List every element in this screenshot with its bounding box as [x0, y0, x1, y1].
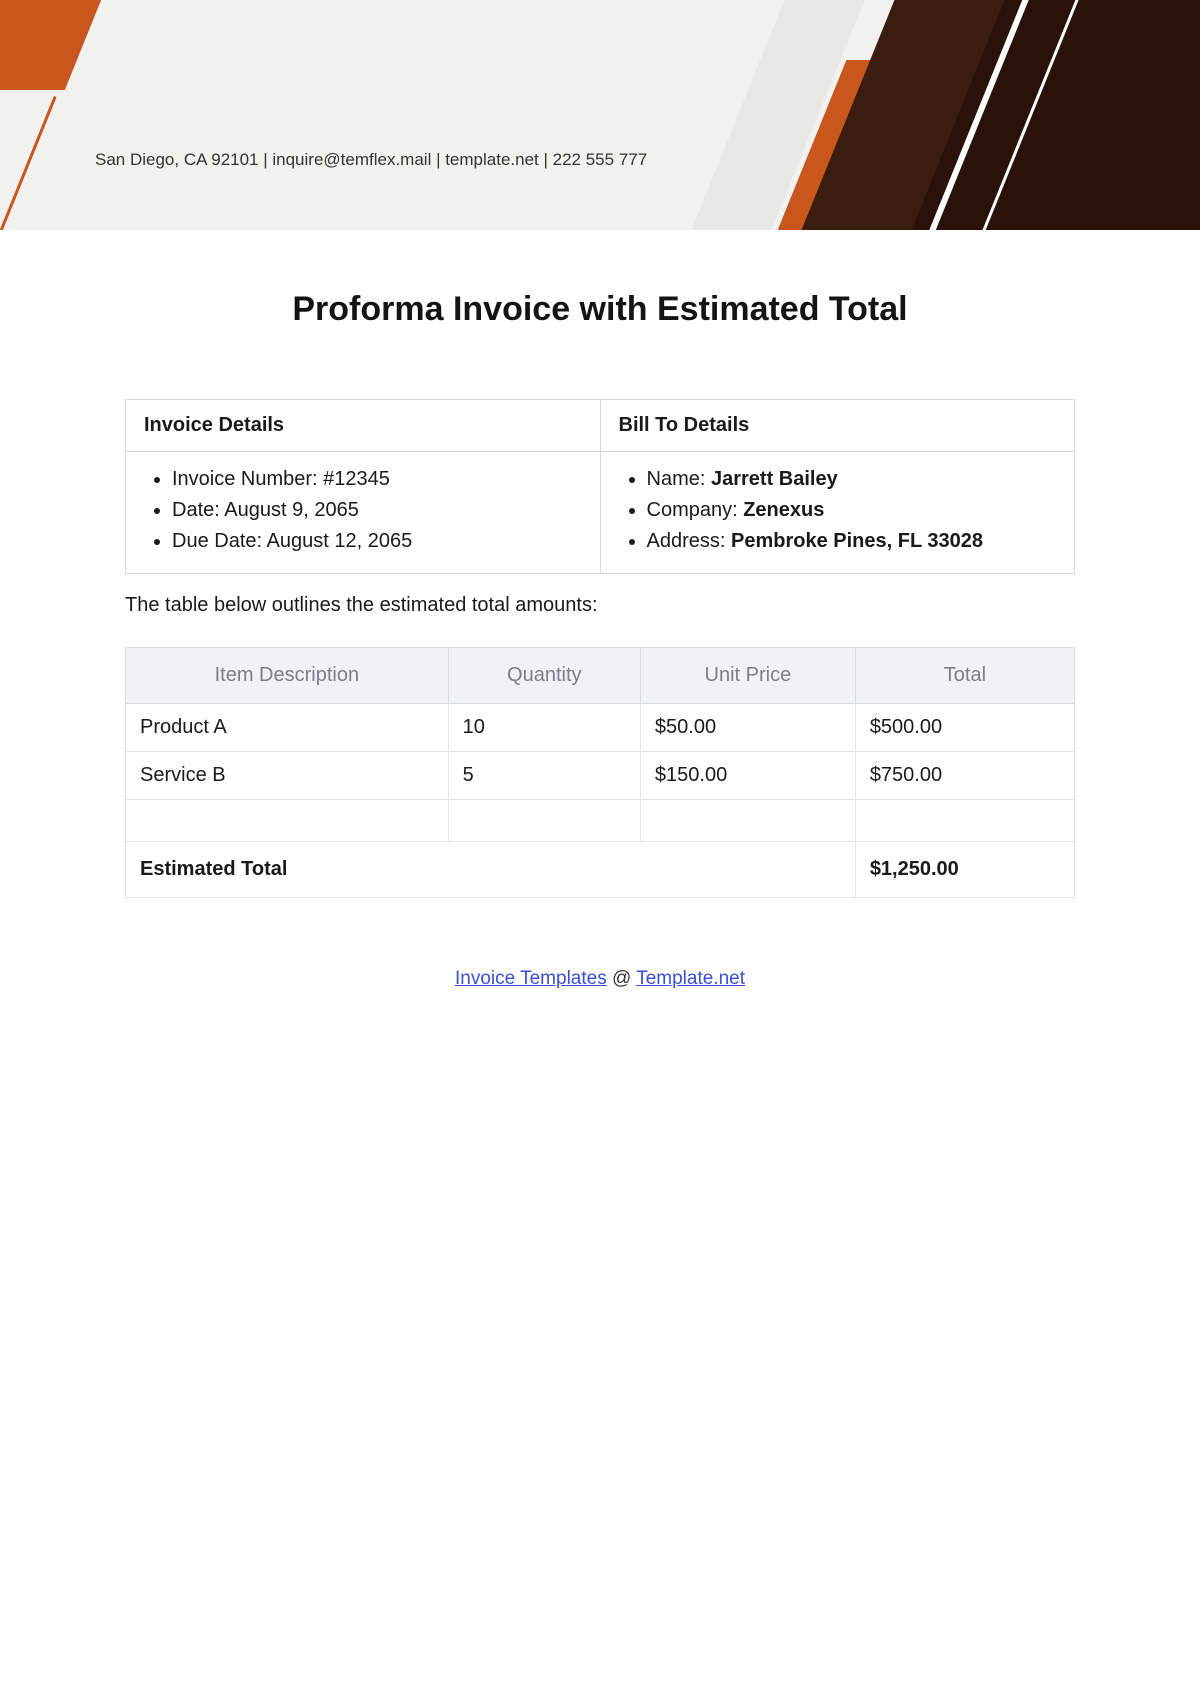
cell-desc: Product A [126, 704, 449, 752]
label: Invoice Number: [172, 468, 323, 490]
value: #12345 [323, 468, 390, 490]
cell-qty: 5 [448, 752, 640, 800]
col-item-description: Item Description [126, 648, 449, 704]
table-row: Service B 5 $150.00 $750.00 [126, 752, 1075, 800]
table-row: Product A 10 $50.00 $500.00 [126, 704, 1075, 752]
bill-to-address: Address: Pembroke Pines, FL 33028 [647, 526, 1047, 557]
cell-total: $500.00 [855, 704, 1074, 752]
cell-unit: $50.00 [640, 704, 855, 752]
label: Company: [647, 499, 744, 521]
header-contact-line: San Diego, CA 92101 | inquire@temflex.ma… [95, 150, 647, 170]
label: Date: [172, 499, 224, 521]
cell-desc: Service B [126, 752, 449, 800]
table-row-total: Estimated Total $1,250.00 [126, 842, 1075, 898]
bill-to-company: Company: Zenexus [647, 495, 1047, 526]
label: Name: [647, 468, 711, 490]
label: Address: [647, 530, 731, 552]
label: Due Date: [172, 530, 267, 552]
cell-unit: $150.00 [640, 752, 855, 800]
bill-to-heading: Bill To Details [600, 400, 1075, 452]
decorative-shape [0, 0, 105, 90]
bill-to-name: Name: Jarrett Bailey [647, 464, 1047, 495]
value: Jarrett Bailey [711, 468, 838, 490]
invoice-date: Date: August 9, 2065 [172, 495, 572, 526]
value: Pembroke Pines, FL 33028 [731, 530, 983, 552]
header-banner: San Diego, CA 92101 | inquire@temflex.ma… [0, 0, 1200, 230]
bill-to-cell: Name: Jarrett Bailey Company: Zenexus Ad… [600, 452, 1075, 574]
estimated-total-label: Estimated Total [126, 842, 856, 898]
invoice-number: Invoice Number: #12345 [172, 464, 572, 495]
estimated-total-value: $1,250.00 [855, 842, 1074, 898]
page-title: Proforma Invoice with Estimated Total [125, 290, 1075, 329]
cell-total: $750.00 [855, 752, 1074, 800]
table-row-empty [126, 800, 1075, 842]
link-invoice-templates[interactable]: Invoice Templates [455, 968, 607, 989]
decorative-shape [0, 96, 57, 230]
value: Zenexus [743, 499, 824, 521]
col-quantity: Quantity [448, 648, 640, 704]
value: August 12, 2065 [267, 530, 413, 552]
footer-separator: @ [607, 968, 637, 989]
items-table: Item Description Quantity Unit Price Tot… [125, 647, 1075, 898]
invoice-details-heading: Invoice Details [126, 400, 601, 452]
col-total: Total [855, 648, 1074, 704]
intro-text: The table below outlines the estimated t… [125, 594, 1075, 617]
details-table: Invoice Details Bill To Details Invoice … [125, 399, 1075, 574]
invoice-due-date: Due Date: August 12, 2065 [172, 526, 572, 557]
link-template-net[interactable]: Template.net [636, 968, 745, 989]
value: August 9, 2065 [224, 499, 359, 521]
document-body: Proforma Invoice with Estimated Total In… [0, 230, 1200, 990]
cell-qty: 10 [448, 704, 640, 752]
col-unit-price: Unit Price [640, 648, 855, 704]
invoice-details-cell: Invoice Number: #12345 Date: August 9, 2… [126, 452, 601, 574]
footer-links: Invoice Templates @ Template.net [125, 968, 1075, 990]
